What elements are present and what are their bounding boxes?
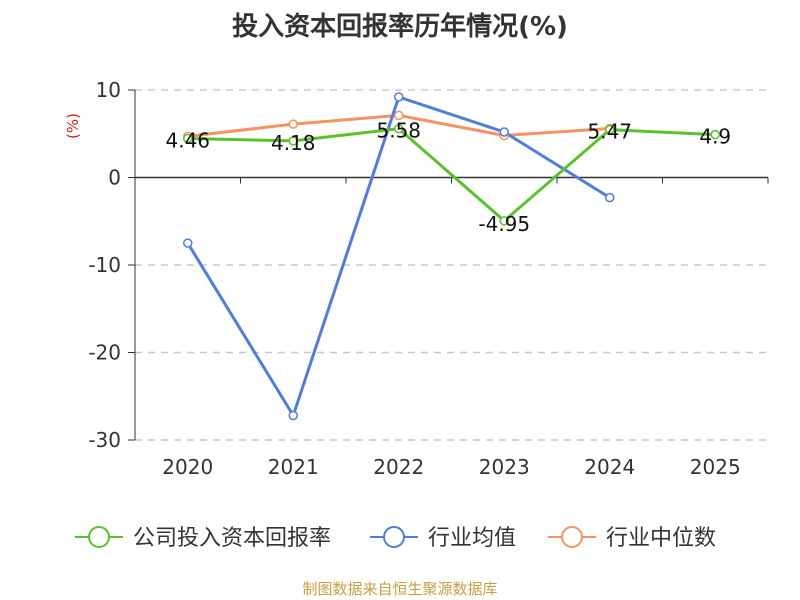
data-point [499, 216, 509, 226]
grid-lines [135, 89, 768, 441]
x-tick-label: 2020 [162, 455, 213, 479]
legend-label: 行业均值 [428, 526, 516, 551]
data-label: 5.47 [587, 120, 632, 144]
axes: 10 0 -10 -20 -30 2020 2021 2022 2023 2024 2025 [88, 78, 769, 479]
x-tick-label: 2025 [690, 455, 741, 479]
series-points [183, 92, 720, 421]
x-tick-label: 2021 [268, 455, 319, 479]
y-tick-label: -10 [88, 253, 121, 277]
legend: 公司投入资本回报率 行业均值 行业中位数 [75, 526, 716, 551]
data-point [288, 119, 298, 129]
legend-marker [88, 526, 110, 548]
x-tick-label: 2024 [584, 455, 635, 479]
y-tick-label: 0 [108, 166, 121, 190]
data-point [183, 238, 193, 248]
data-label: 5.58 [376, 119, 421, 143]
data-point [394, 123, 404, 134]
data-labels: 4.46 4.18 5.58 -4.95 5.47 4.9 [165, 119, 731, 236]
y-tick-label: -30 [88, 428, 121, 452]
series-lines [186, 95, 716, 417]
data-point [499, 127, 509, 137]
data-point [183, 133, 193, 144]
data-point [710, 129, 720, 140]
series-line [187, 127, 716, 223]
x-tick-label: 2023 [479, 455, 530, 479]
data-point [605, 192, 615, 203]
data-label: 4.18 [271, 131, 316, 155]
x-tick-label: 2022 [373, 455, 424, 479]
source-note: 制图数据来自恒生聚源数据库 [302, 580, 498, 598]
y-tick-label: 10 [96, 78, 121, 102]
data-point [288, 410, 298, 421]
series-line [186, 95, 611, 417]
y-tick-label: -20 [88, 341, 121, 365]
data-point [394, 110, 404, 121]
legend-label: 公司投入资本回报率 [133, 526, 331, 551]
data-point [394, 92, 404, 102]
legend-marker [383, 526, 405, 548]
data-point [605, 124, 615, 135]
legend-label: 行业中位数 [606, 526, 716, 551]
y-axis-label: (%) [64, 113, 82, 139]
chart-title: 投入资本回报率历年情况(%) [232, 12, 568, 42]
legend-marker [561, 526, 583, 548]
data-label: -4.95 [478, 212, 530, 236]
data-point [288, 136, 298, 146]
data-label: 4.9 [699, 125, 731, 149]
data-label: 4.46 [165, 128, 210, 152]
